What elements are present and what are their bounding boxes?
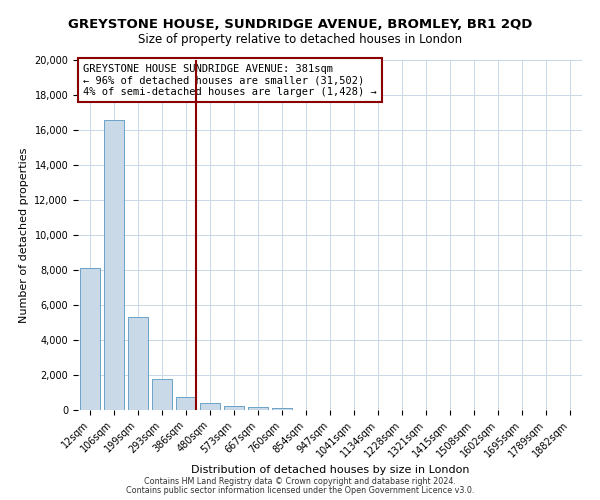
X-axis label: Distribution of detached houses by size in London: Distribution of detached houses by size …	[191, 464, 469, 474]
Text: Size of property relative to detached houses in London: Size of property relative to detached ho…	[138, 32, 462, 46]
Bar	[272, 408, 292, 410]
Bar	[248, 408, 268, 410]
Bar	[128, 318, 148, 410]
Text: GREYSTONE HOUSE SUNDRIDGE AVENUE: 381sqm
← 96% of detached houses are smaller (3: GREYSTONE HOUSE SUNDRIDGE AVENUE: 381sqm…	[83, 64, 377, 96]
Bar	[176, 397, 196, 410]
Bar	[152, 378, 172, 410]
Text: Contains public sector information licensed under the Open Government Licence v3: Contains public sector information licen…	[126, 486, 474, 495]
Y-axis label: Number of detached properties: Number of detached properties	[19, 148, 29, 322]
Text: Contains HM Land Registry data © Crown copyright and database right 2024.: Contains HM Land Registry data © Crown c…	[144, 477, 456, 486]
Bar	[200, 403, 220, 410]
Bar	[80, 268, 100, 410]
Bar	[224, 406, 244, 410]
Bar	[104, 120, 124, 410]
Text: GREYSTONE HOUSE, SUNDRIDGE AVENUE, BROMLEY, BR1 2QD: GREYSTONE HOUSE, SUNDRIDGE AVENUE, BROML…	[68, 18, 532, 30]
